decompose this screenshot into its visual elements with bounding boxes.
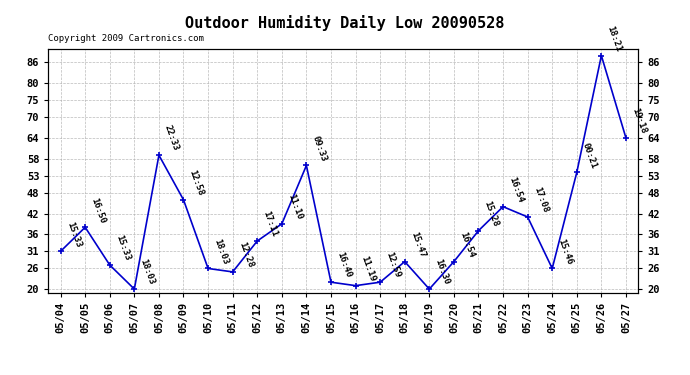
Text: 19:18: 19:18 xyxy=(630,107,648,135)
Text: 12:59: 12:59 xyxy=(384,251,402,279)
Text: 16:50: 16:50 xyxy=(89,196,107,225)
Text: 16:40: 16:40 xyxy=(335,251,353,279)
Text: Outdoor Humidity Daily Low 20090528: Outdoor Humidity Daily Low 20090528 xyxy=(186,15,504,31)
Text: Copyright 2009 Cartronics.com: Copyright 2009 Cartronics.com xyxy=(48,34,204,43)
Text: 16:54: 16:54 xyxy=(458,231,475,259)
Text: 15:28: 15:28 xyxy=(482,200,500,228)
Text: 15:47: 15:47 xyxy=(409,231,426,259)
Text: 18:03: 18:03 xyxy=(139,258,156,286)
Text: 22:33: 22:33 xyxy=(163,124,181,152)
Text: 00:21: 00:21 xyxy=(581,141,599,170)
Text: 09:33: 09:33 xyxy=(310,134,328,163)
Text: 15:46: 15:46 xyxy=(556,237,574,266)
Text: 16:54: 16:54 xyxy=(507,176,525,204)
Text: 17:08: 17:08 xyxy=(532,186,549,214)
Text: 12:28: 12:28 xyxy=(237,241,255,269)
Text: 18:21: 18:21 xyxy=(606,24,623,53)
Text: 11:10: 11:10 xyxy=(286,193,304,221)
Text: 15:33: 15:33 xyxy=(65,220,82,249)
Text: 15:33: 15:33 xyxy=(114,234,132,262)
Text: 11:19: 11:19 xyxy=(359,255,377,283)
Text: 18:03: 18:03 xyxy=(213,237,230,266)
Text: 12:58: 12:58 xyxy=(188,169,206,197)
Text: 16:30: 16:30 xyxy=(433,258,451,286)
Text: 17:11: 17:11 xyxy=(262,210,279,238)
